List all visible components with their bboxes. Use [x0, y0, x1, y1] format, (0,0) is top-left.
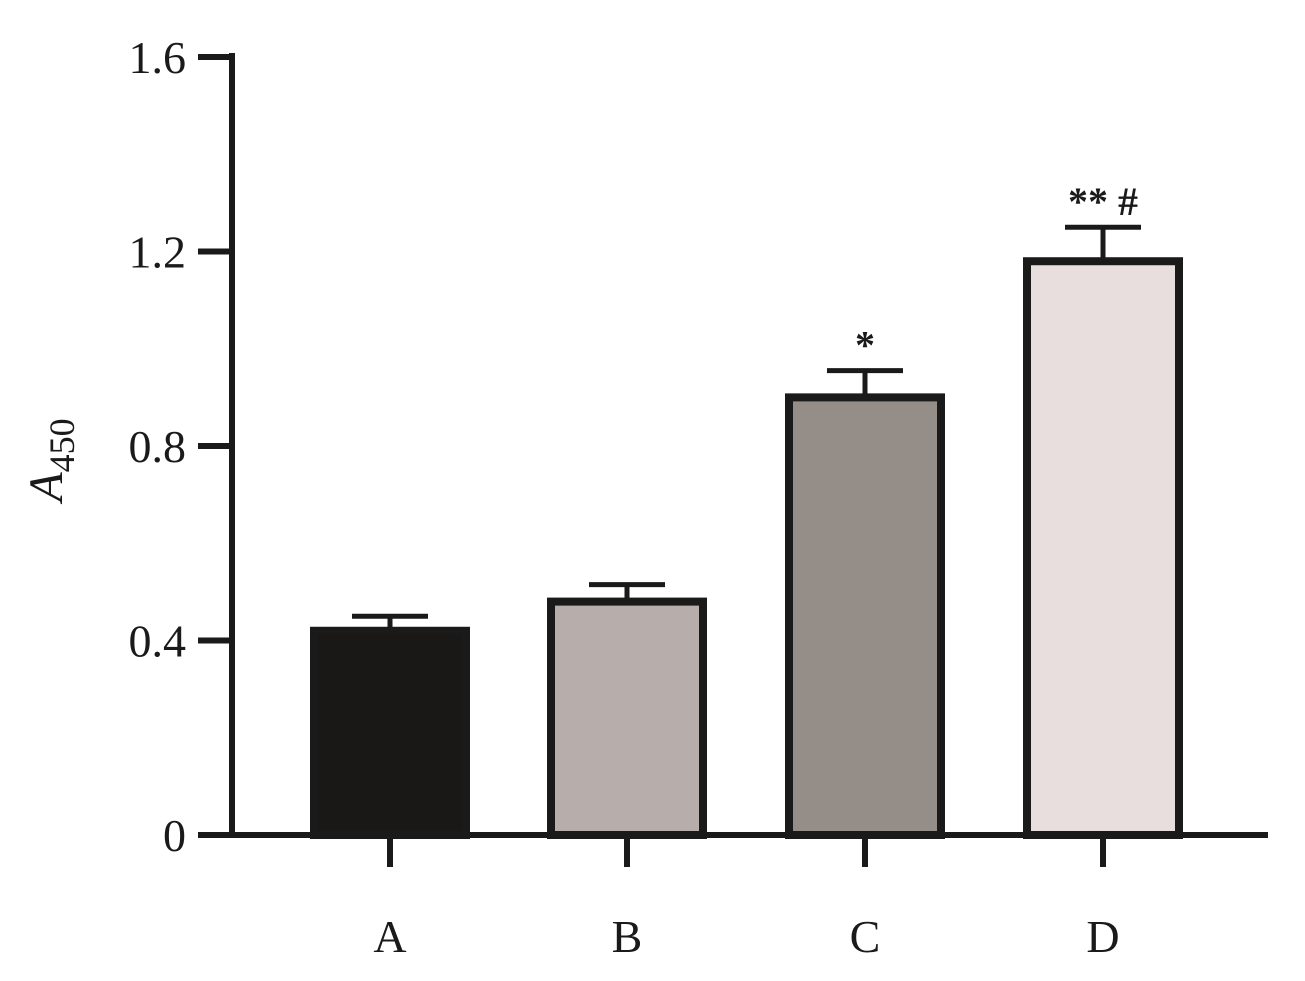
significance-mark: ** # [1068, 179, 1138, 224]
bar-B [547, 597, 707, 839]
y-tick-label: 0.8 [129, 421, 187, 472]
bars [310, 224, 1183, 840]
y-tick-label: 0 [163, 810, 186, 861]
x-tick-label: A [373, 911, 406, 962]
x-tick-label: D [1086, 911, 1119, 962]
y-axis-title: A450 [20, 418, 82, 504]
y-axis-title-subscript: 450 [42, 418, 82, 472]
labels: 0 0.4 0.8 1.2 1.6 A B C * D ** # [129, 32, 1139, 962]
bar-C [785, 393, 945, 839]
y-tick-label: 1.6 [129, 32, 187, 83]
y-tick-label: 0.4 [129, 616, 187, 667]
y-axis-title-main: A [20, 472, 73, 505]
x-tick-label: B [612, 911, 643, 962]
bar-D [1023, 257, 1183, 840]
y-tick-label: 1.2 [129, 227, 187, 278]
bar-A [310, 626, 470, 840]
x-tick-label: C [850, 911, 881, 962]
significance-mark: * [855, 323, 875, 368]
